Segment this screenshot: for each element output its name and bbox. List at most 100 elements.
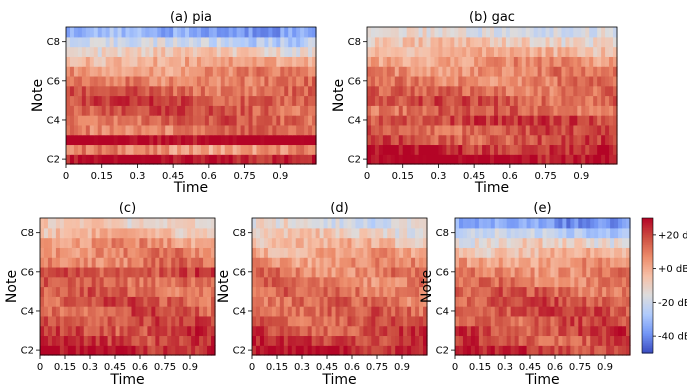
heatmap-cell (538, 237, 544, 248)
heatmap-cell (131, 315, 137, 327)
heatmap-cell (423, 306, 428, 317)
heatmap-cell (474, 306, 480, 317)
heatmap-cell (582, 257, 587, 268)
heatmap-cell (522, 237, 528, 248)
heatmap-cell (601, 105, 606, 116)
heatmap-cell (308, 36, 313, 48)
heatmap-cell (125, 144, 131, 155)
heatmap-cell (177, 134, 182, 146)
heatmap-cell (323, 345, 329, 356)
heatmap-cell (129, 124, 135, 136)
heatmap-cell (177, 46, 182, 57)
heatmap-cell (363, 315, 368, 327)
heatmap-cell (502, 266, 508, 278)
heatmap-cell (438, 134, 443, 146)
heatmap-cell (288, 85, 293, 97)
heatmap-cell (374, 95, 380, 106)
heatmap-cell (593, 27, 598, 38)
heatmap-cell (143, 315, 148, 327)
heatmap-cell (66, 85, 71, 97)
heatmap-cell (486, 247, 492, 258)
heatmap-cell (578, 315, 583, 327)
heatmap-cell (494, 296, 500, 307)
colorbar-cell (642, 339, 653, 342)
heatmap-cell (47, 276, 53, 288)
heatmap-cell (343, 335, 349, 346)
heatmap-cell (113, 105, 119, 116)
heatmap-cell (482, 36, 487, 48)
heatmap-cell (111, 335, 117, 346)
heatmap-cell (379, 345, 384, 356)
heatmap-cell (167, 315, 172, 327)
heatmap-cell (578, 335, 583, 346)
heatmap-cell (597, 154, 602, 165)
heatmap-cell (331, 266, 337, 278)
colorbar-cell (642, 243, 653, 246)
heatmap-cell (165, 154, 170, 165)
heatmap-cell (303, 237, 309, 248)
heatmap-cell (43, 276, 49, 288)
heatmap-cell (518, 315, 524, 327)
heatmap-cell (183, 296, 188, 307)
heatmap-cell (522, 335, 528, 346)
heatmap-cell (614, 218, 619, 229)
heatmap-cell (618, 306, 623, 317)
heatmap-cell (391, 315, 396, 327)
heatmap-cell (501, 154, 507, 165)
heatmap-cell (187, 266, 192, 278)
heatmap-cell (355, 286, 360, 297)
heatmap-cell (111, 227, 117, 239)
heatmap-cell (546, 237, 552, 248)
heatmap-cell (593, 36, 598, 48)
heatmap-cell (315, 306, 321, 317)
heatmap-cell (175, 325, 180, 337)
heatmap-cell (47, 335, 53, 346)
heatmap-cell (566, 247, 571, 258)
heatmap-cell (69, 154, 75, 165)
heatmap-cell (370, 66, 376, 77)
heatmap-cell (566, 335, 571, 346)
heatmap-cell (129, 85, 135, 97)
heatmap-cell (192, 75, 198, 87)
heatmap-cell (586, 247, 591, 258)
colorbar-cell (642, 322, 653, 325)
heatmap-cell (386, 144, 392, 155)
heatmap-cell (212, 27, 218, 38)
heatmap-cell (482, 315, 488, 327)
heatmap-cell (175, 335, 180, 346)
heatmap-cell (101, 144, 107, 155)
heatmap-cell (119, 325, 125, 337)
heatmap-cell (470, 227, 476, 239)
heatmap-cell (518, 257, 524, 268)
heatmap-cell (521, 154, 527, 165)
heatmap-cell (121, 134, 127, 146)
heatmap-cell (284, 75, 289, 87)
heatmap-cell (145, 134, 150, 146)
heatmap-cell (498, 315, 504, 327)
heatmap-cell (430, 124, 436, 136)
heatmap-cell (93, 75, 99, 87)
heatmap-cell (185, 95, 190, 106)
heatmap-cell (557, 144, 563, 155)
heatmap-cell (394, 75, 400, 87)
heatmap-cell (161, 27, 166, 38)
heatmap-cell (207, 218, 212, 229)
heatmap-cell (415, 247, 420, 258)
heatmap-cell (470, 345, 476, 356)
heatmap-cell (272, 134, 277, 146)
heatmap-cell (415, 325, 420, 337)
heatmap-cell (207, 276, 212, 288)
heatmap-cell (91, 335, 97, 346)
heatmap-cell (442, 124, 447, 136)
heatmap-cell (97, 105, 103, 116)
heatmap-cell (125, 124, 131, 136)
heatmap-cell (59, 218, 65, 229)
heatmap-cell (163, 257, 168, 268)
heatmap-cell (541, 105, 547, 116)
heatmap-cell (165, 36, 170, 48)
heatmap-cell (526, 325, 532, 337)
heatmap-cell (259, 218, 265, 229)
heatmap-cell (474, 154, 479, 165)
heatmap-cell (77, 154, 83, 165)
x-tick-label: 0.3 (129, 171, 145, 182)
